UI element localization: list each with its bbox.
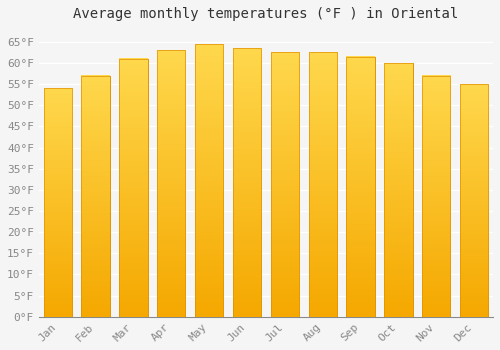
Bar: [233, 48, 261, 317]
Title: Average monthly temperatures (°F ) in Oriental: Average monthly temperatures (°F ) in Or…: [74, 7, 458, 21]
Bar: [422, 76, 450, 317]
Bar: [270, 52, 299, 317]
Bar: [44, 88, 72, 317]
Bar: [157, 50, 186, 317]
Bar: [195, 44, 224, 317]
Bar: [460, 84, 488, 317]
Bar: [308, 52, 337, 317]
Bar: [422, 76, 450, 317]
Bar: [233, 48, 261, 317]
Bar: [270, 52, 299, 317]
Bar: [346, 57, 375, 317]
Bar: [119, 59, 148, 317]
Bar: [119, 59, 148, 317]
Bar: [44, 88, 72, 317]
Bar: [157, 50, 186, 317]
Bar: [195, 44, 224, 317]
Bar: [384, 63, 412, 317]
Bar: [82, 76, 110, 317]
Bar: [82, 76, 110, 317]
Bar: [460, 84, 488, 317]
Bar: [346, 57, 375, 317]
Bar: [384, 63, 412, 317]
Bar: [308, 52, 337, 317]
